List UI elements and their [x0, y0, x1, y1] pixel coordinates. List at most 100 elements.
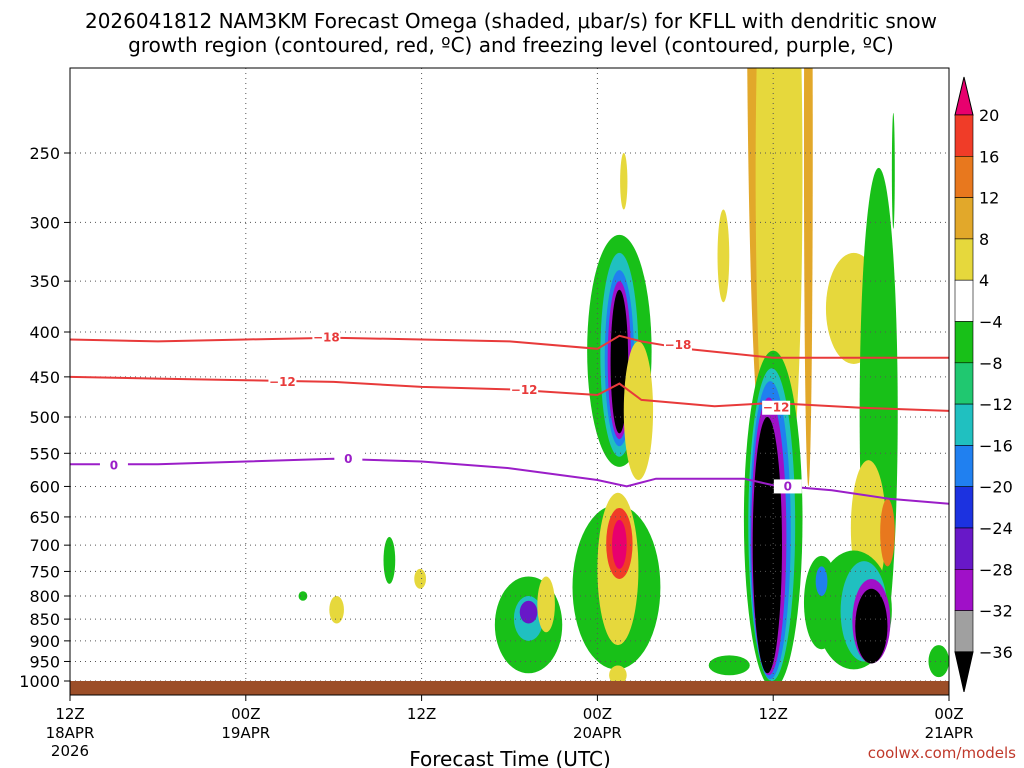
omega-cell-n1: [880, 498, 895, 567]
omega-cell-m1: [803, 555, 840, 650]
dgz-minus12-label-bg: [510, 383, 539, 398]
x-tick-date: 18APR: [46, 724, 95, 742]
dgz-minus12-label: −12: [511, 383, 538, 397]
chart-title-line-2: growth region (contoured, red, ºC) and f…: [128, 33, 894, 57]
omega-cell-r1: [537, 576, 555, 633]
y-tick-label: 300: [29, 213, 60, 232]
pressure-axis: 250 300 350 400 450 500 550 600 650 700 750 800 850 9…: [19, 144, 70, 691]
freezing-level-label-bg: [773, 479, 802, 494]
omega-cell-v1: [891, 112, 895, 229]
y-tick-label: 1000: [19, 672, 60, 691]
y-tick-label: 400: [29, 323, 60, 342]
x-tick-label: 12Z: [55, 705, 84, 723]
omega-cell-h1: [623, 341, 654, 481]
omega-cell-q1: [803, 68, 813, 487]
omega-cell-o1: [928, 645, 949, 678]
omega-cell-p1: [708, 655, 750, 676]
omega-cell-t1: [620, 152, 628, 210]
freezing-level-label: 0: [344, 452, 352, 466]
colorbar-swatch: [954, 114, 974, 157]
omega-shading: [298, 68, 949, 681]
omega-cell-a: [383, 536, 396, 584]
omega-cell-g4: [612, 519, 627, 569]
colorbar-swatch: [954, 527, 974, 570]
y-tick-label: 900: [29, 632, 60, 651]
dgz-minus12-label-bg: [762, 400, 791, 415]
omega-cell-j5: [752, 416, 782, 674]
omega-cell-u1: [717, 209, 730, 303]
credit-text: coolwx.com/models: [868, 744, 1016, 762]
omega-cell-f5: [610, 289, 629, 434]
freezing-level-label-bg: [99, 458, 128, 473]
y-tick-label: 550: [29, 444, 60, 463]
colorbar-swatch: [954, 568, 974, 611]
colorbar: 20 16 12 8 4 −4 −8 −12 −16 −20 −24 −28 −32 −36: [954, 76, 1013, 693]
x-tick-year: 2026: [51, 742, 89, 760]
chart-title-line-1: 2026041812 NAM3KM Forecast Omega (shaded…: [85, 9, 937, 33]
x-tick-label: 12Z: [759, 705, 788, 723]
plot-background: [70, 68, 949, 681]
omega-cell-m2: [815, 566, 828, 597]
colorbar-swatch: [954, 197, 974, 240]
dgz-minus18-label: −18: [313, 331, 340, 345]
omega-cell-d: [329, 596, 344, 624]
x-tick-date: 20APR: [573, 724, 622, 742]
x-tick-label: 00Z: [231, 705, 260, 723]
y-tick-label: 750: [29, 562, 60, 581]
colorbar-swatch: [954, 156, 974, 198]
x-tick-label: 00Z: [583, 705, 612, 723]
y-tick-label: 700: [29, 536, 60, 555]
dgz-minus18-label-bg: [663, 338, 692, 353]
plot-area: −18 −18 −12 −12 −12 0 0 0: [69, 67, 950, 696]
y-tick-label: 950: [29, 652, 60, 671]
colorbar-swatch: [954, 279, 974, 322]
colorbar-bottom-arrow: [954, 651, 974, 693]
x-tick-date: 19APR: [221, 724, 270, 742]
x-tick-date: 21APR: [925, 724, 974, 742]
colorbar-swatch: [954, 403, 974, 446]
x-tick-label: 12Z: [407, 705, 436, 723]
colorbar-swatch: [954, 445, 974, 487]
y-tick-label: 350: [29, 272, 60, 291]
y-tick-label: 450: [29, 368, 60, 387]
colorbar-swatch: [954, 610, 974, 653]
colorbar-top-arrow: [954, 76, 974, 116]
dgz-minus12-label-bg: [268, 374, 297, 389]
terrain-band: [70, 681, 949, 695]
colorbar-swatch: [954, 362, 974, 405]
colorbar-label: 4: [979, 271, 989, 290]
omega-cell-s1: [609, 665, 627, 681]
freezing-level-label-bg: [334, 451, 363, 466]
colorbar-label: 8: [979, 230, 989, 249]
colorbar-label: −4: [979, 313, 1003, 332]
colorbar-label: −12: [979, 395, 1013, 414]
freezing-level-line: [70, 457, 949, 505]
colorbar-label: −28: [979, 560, 1013, 579]
dgz-minus18-line: [70, 334, 949, 359]
y-tick-label: 500: [29, 408, 60, 427]
colorbar-swatch: [954, 238, 974, 281]
y-tick-label: 650: [29, 508, 60, 527]
y-tick-label: 250: [29, 144, 60, 163]
colorbar-swatch: [954, 321, 974, 364]
plot-frame: [69, 67, 950, 696]
dgz-minus18-label-bg: [312, 330, 341, 345]
freezing-level-label: 0: [784, 479, 792, 493]
colorbar-label: −16: [979, 436, 1013, 455]
temperature-contours: −18 −18 −12 −12 −12 0 0 0: [70, 330, 949, 505]
omega-cell-l4: [855, 588, 888, 664]
colorbar-label: 16: [979, 147, 999, 166]
colorbar-label: −20: [979, 478, 1013, 497]
y-tick-label: 600: [29, 477, 60, 496]
dgz-minus12-label: −12: [269, 375, 296, 389]
colorbar-label: −36: [979, 643, 1013, 662]
y-tick-label: 800: [29, 587, 60, 606]
x-axis-label: Forecast Time (UTC): [409, 747, 611, 768]
x-tick-label: 00Z: [934, 705, 963, 723]
colorbar-label: 20: [979, 106, 999, 125]
omega-cell-e3: [519, 600, 538, 624]
y-tick-label: 850: [29, 610, 60, 629]
omega-cell-b: [298, 591, 308, 601]
